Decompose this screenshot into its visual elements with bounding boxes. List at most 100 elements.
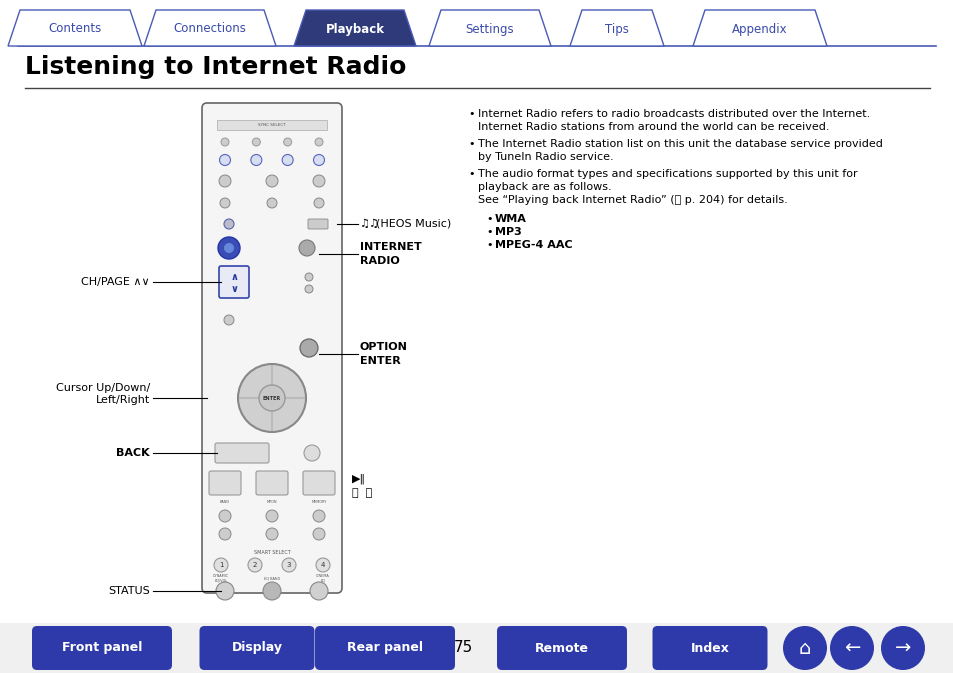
- Text: ∨: ∨: [230, 284, 237, 294]
- Polygon shape: [692, 10, 826, 46]
- FancyBboxPatch shape: [497, 626, 626, 670]
- Text: ∧: ∧: [230, 272, 237, 282]
- Polygon shape: [429, 10, 551, 46]
- Text: Playback: Playback: [325, 22, 384, 36]
- Circle shape: [298, 240, 314, 256]
- Circle shape: [314, 138, 323, 146]
- Text: CH/PAGE ∧∨: CH/PAGE ∧∨: [81, 277, 150, 287]
- Circle shape: [313, 510, 325, 522]
- Text: •: •: [468, 109, 474, 119]
- Text: Internet Radio refers to radio broadcasts distributed over the Internet.: Internet Radio refers to radio broadcast…: [477, 109, 869, 119]
- Text: ENTER: ENTER: [263, 396, 281, 400]
- Text: SMART SELECT: SMART SELECT: [253, 549, 290, 555]
- Circle shape: [224, 219, 233, 229]
- Text: INTERNET: INTERNET: [359, 242, 421, 252]
- Circle shape: [267, 198, 276, 208]
- Text: 4: 4: [320, 562, 325, 568]
- Circle shape: [314, 155, 324, 166]
- FancyBboxPatch shape: [214, 443, 269, 463]
- Circle shape: [263, 582, 281, 600]
- Text: Index: Index: [690, 641, 729, 655]
- Text: See “Playing back Internet Radio” (␁ p. 204) for details.: See “Playing back Internet Radio” (␁ p. …: [477, 195, 787, 205]
- Text: Left/Right: Left/Right: [95, 395, 150, 405]
- Circle shape: [315, 558, 330, 572]
- Text: Front panel: Front panel: [62, 641, 142, 655]
- Text: ⌂: ⌂: [798, 639, 810, 658]
- Text: OPTION: OPTION: [359, 342, 408, 352]
- Circle shape: [220, 198, 230, 208]
- Circle shape: [258, 385, 285, 411]
- FancyBboxPatch shape: [308, 219, 328, 229]
- Text: ←: ←: [842, 639, 860, 658]
- Circle shape: [219, 510, 231, 522]
- Text: ⏮  ⏭: ⏮ ⏭: [352, 488, 372, 498]
- Circle shape: [251, 155, 261, 166]
- Text: 2: 2: [253, 562, 257, 568]
- Circle shape: [266, 175, 277, 187]
- Circle shape: [304, 445, 319, 461]
- Text: Remote: Remote: [535, 641, 588, 655]
- Text: Display: Display: [232, 641, 282, 655]
- Text: CINEMA
EQ: CINEMA EQ: [315, 573, 330, 582]
- Bar: [0, 623, 953, 673]
- Circle shape: [224, 243, 233, 253]
- FancyBboxPatch shape: [202, 103, 341, 593]
- Circle shape: [213, 558, 228, 572]
- Polygon shape: [569, 10, 663, 46]
- Circle shape: [305, 285, 313, 293]
- Text: MPEG-4 AAC: MPEG-4 AAC: [495, 240, 572, 250]
- Text: BACK: BACK: [116, 448, 150, 458]
- Circle shape: [218, 237, 240, 259]
- Text: WMA: WMA: [495, 214, 526, 224]
- Text: Rear panel: Rear panel: [347, 641, 422, 655]
- Circle shape: [299, 339, 317, 357]
- Circle shape: [219, 155, 231, 166]
- Circle shape: [215, 582, 233, 600]
- Text: The Internet Radio station list on this unit the database service provided: The Internet Radio station list on this …: [477, 139, 882, 149]
- Text: Internet Radio stations from around the world can be received.: Internet Radio stations from around the …: [477, 122, 828, 132]
- Circle shape: [282, 558, 295, 572]
- Text: The audio format types and specifications supported by this unit for: The audio format types and specification…: [477, 169, 857, 179]
- Circle shape: [237, 364, 306, 432]
- Circle shape: [314, 198, 324, 208]
- Text: Cursor Up/Down/: Cursor Up/Down/: [55, 383, 150, 393]
- Text: Settings: Settings: [465, 22, 514, 36]
- Circle shape: [224, 315, 233, 325]
- Text: •: •: [485, 227, 492, 237]
- Circle shape: [829, 626, 873, 670]
- Text: MP3: MP3: [495, 227, 521, 237]
- Circle shape: [880, 626, 924, 670]
- Text: 75: 75: [453, 641, 472, 656]
- Text: Tips: Tips: [604, 22, 628, 36]
- Text: 1: 1: [218, 562, 223, 568]
- FancyBboxPatch shape: [255, 471, 288, 495]
- Text: →: →: [894, 639, 910, 658]
- Polygon shape: [294, 10, 416, 46]
- Text: •: •: [485, 240, 492, 250]
- Circle shape: [313, 175, 325, 187]
- Circle shape: [266, 510, 277, 522]
- Text: playback are as follows.: playback are as follows.: [477, 182, 611, 192]
- Text: Contents: Contents: [49, 22, 102, 36]
- Circle shape: [282, 155, 293, 166]
- Text: by TuneIn Radio service.: by TuneIn Radio service.: [477, 152, 613, 162]
- Circle shape: [283, 138, 292, 146]
- Circle shape: [221, 138, 229, 146]
- Text: Listening to Internet Radio: Listening to Internet Radio: [25, 55, 406, 79]
- Text: DYNAMIC
EQ/VOL: DYNAMIC EQ/VOL: [213, 573, 229, 582]
- Circle shape: [313, 528, 325, 540]
- FancyBboxPatch shape: [652, 626, 767, 670]
- Text: RADIO: RADIO: [359, 256, 399, 266]
- FancyBboxPatch shape: [209, 471, 241, 495]
- Circle shape: [782, 626, 826, 670]
- Circle shape: [310, 582, 328, 600]
- Text: MTON: MTON: [267, 500, 277, 504]
- Text: Appendix: Appendix: [731, 22, 787, 36]
- Text: ▶‖: ▶‖: [352, 474, 366, 485]
- Text: 3: 3: [287, 562, 291, 568]
- Text: BAND: BAND: [220, 500, 230, 504]
- Text: ♫♫: ♫♫: [359, 219, 379, 229]
- Circle shape: [253, 138, 260, 146]
- Circle shape: [248, 558, 262, 572]
- Circle shape: [305, 273, 313, 281]
